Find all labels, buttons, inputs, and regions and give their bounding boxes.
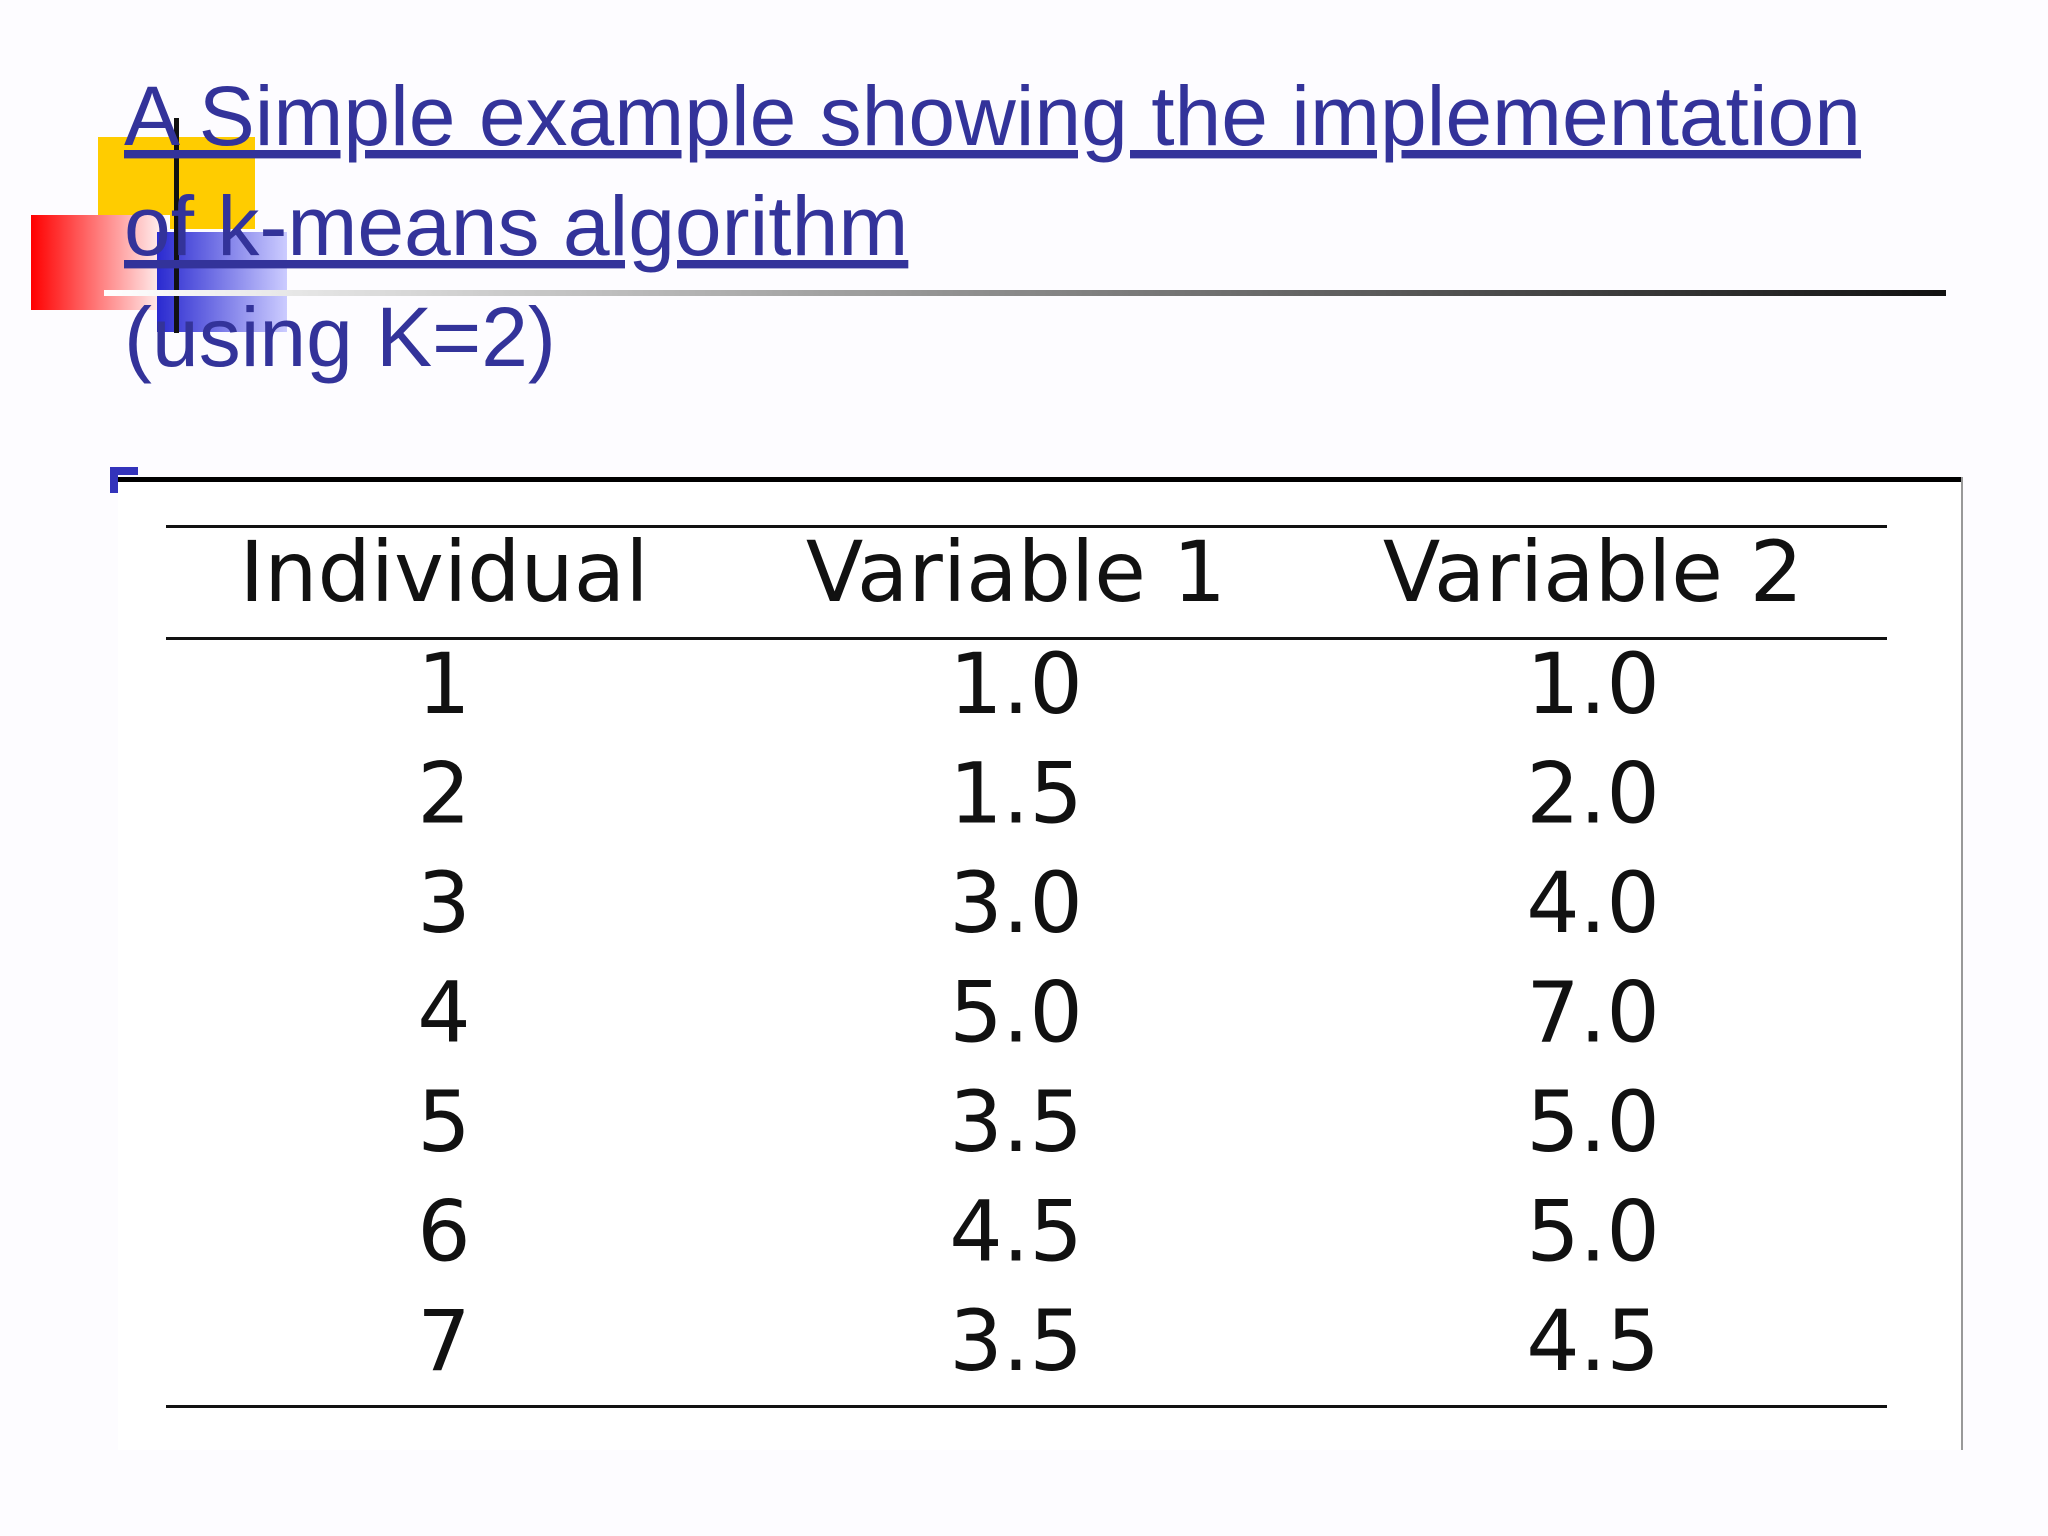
table-cell: 7.0 xyxy=(1526,963,1660,1061)
column-header: Variable 2 xyxy=(1383,523,1803,621)
deco-hline xyxy=(104,290,1946,296)
subtitle: (using K=2) xyxy=(124,290,556,384)
title-line-2[interactable]: of k-means algorithm xyxy=(124,179,908,273)
deco-vline xyxy=(174,118,179,333)
table-cell: 4 xyxy=(417,963,470,1061)
table-rule xyxy=(166,637,1887,640)
table-cell: 5.0 xyxy=(1526,1182,1660,1280)
table-cell: 4.0 xyxy=(1526,854,1660,952)
table-cell: 6 xyxy=(417,1182,470,1280)
table-cell: 1.0 xyxy=(1526,635,1660,733)
column-header: Individual xyxy=(239,523,648,621)
table-cell: 1.0 xyxy=(949,635,1083,733)
title-line-1[interactable]: A Simple example showing the implementat… xyxy=(124,69,1861,163)
table-cell: 3.5 xyxy=(949,1292,1083,1390)
table-cell: 7 xyxy=(417,1292,470,1390)
table-cell: 2 xyxy=(417,744,470,842)
table-cell: 5.0 xyxy=(1526,1073,1660,1171)
table-cell: 1.5 xyxy=(949,744,1083,842)
table-cell: 3 xyxy=(417,854,470,952)
table-cell: 5.0 xyxy=(949,963,1083,1061)
table-cell: 4.5 xyxy=(949,1182,1083,1280)
table-cell: 5 xyxy=(417,1073,470,1171)
table-rule xyxy=(166,1405,1887,1408)
table-cell: 1 xyxy=(417,635,470,733)
column-header: Variable 1 xyxy=(806,523,1226,621)
bullet xyxy=(110,467,118,493)
table-side-rule xyxy=(1961,477,1963,1450)
table-cell: 3.0 xyxy=(949,854,1083,952)
bullet xyxy=(110,467,138,475)
table-top-rule xyxy=(118,477,1963,482)
table-rule xyxy=(166,525,1887,528)
table: Individual Variable 1 Variable 2 1 1.0 1.0 2 1.… xyxy=(166,523,1887,1408)
table-cell: 3.5 xyxy=(949,1073,1083,1171)
table-cell: 2.0 xyxy=(1526,744,1660,842)
table-cell: 4.5 xyxy=(1526,1292,1660,1390)
